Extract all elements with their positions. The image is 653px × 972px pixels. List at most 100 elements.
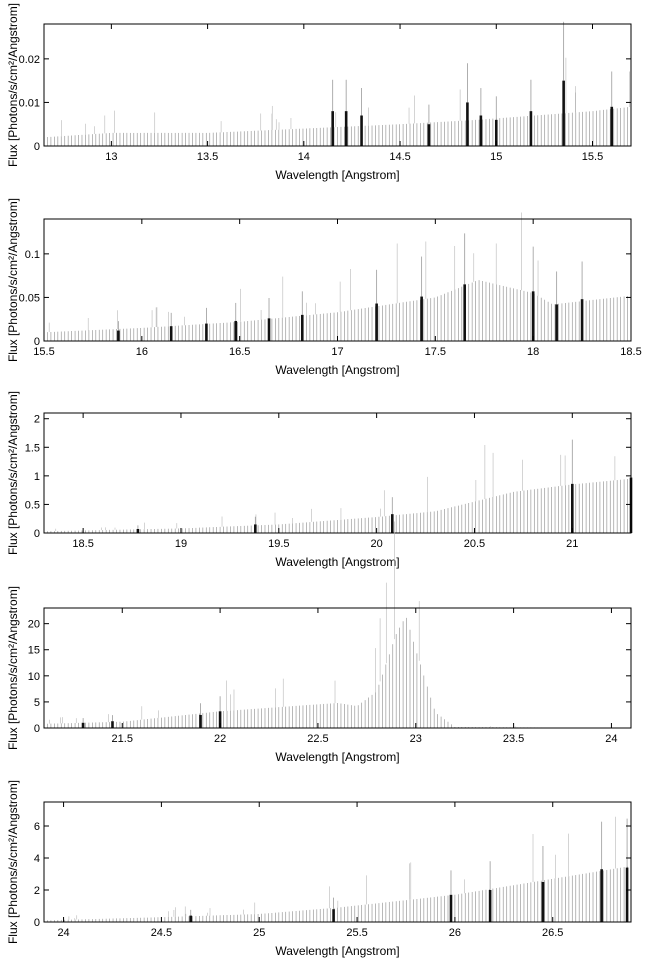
x-tick-label: 20.5 xyxy=(464,538,485,550)
data-bin xyxy=(300,314,304,341)
x-tick-label: 13 xyxy=(105,151,117,163)
x-tick-label: 14.5 xyxy=(389,151,410,163)
x-tick-label: 22 xyxy=(214,733,226,745)
y-tick-label: 15 xyxy=(28,645,40,657)
y-tick-label: 5 xyxy=(34,697,40,709)
data-bin xyxy=(267,318,271,341)
y-tick-label: 0.01 xyxy=(19,97,40,109)
plot-frame xyxy=(43,23,632,147)
y-tick-label: 10 xyxy=(28,671,40,683)
data-bin xyxy=(254,524,257,533)
x-tick-label: 19.5 xyxy=(268,538,289,550)
x-tick-label: 16.5 xyxy=(229,346,250,358)
y-tick-label: 2 xyxy=(34,885,40,897)
y-tick-label: 4 xyxy=(34,853,40,865)
y-tick-label: 0 xyxy=(34,336,40,348)
x-axis-label: Wavelength [Angstrom] xyxy=(275,363,399,377)
x-tick-label: 21.5 xyxy=(112,733,133,745)
data-bin xyxy=(169,326,173,341)
data-bin xyxy=(488,890,492,922)
x-tick-label: 16 xyxy=(136,346,148,358)
y-tick-label: 0.1 xyxy=(25,249,40,261)
data-bin xyxy=(390,514,394,533)
x-tick-label: 15.5 xyxy=(582,151,603,163)
data-bins xyxy=(136,427,633,533)
data-bin xyxy=(81,722,85,728)
data-bin xyxy=(600,869,603,922)
data-bin xyxy=(494,119,498,146)
data-bin xyxy=(234,320,238,341)
chart-panel-3: 18.5 19 19.5 20 20.5 21 0 0.5 1 1.5 2 Wavelength [A… xyxy=(6,391,633,569)
x-tick-label: 14 xyxy=(298,151,310,163)
data-bin xyxy=(360,115,363,146)
y-axis-label: Flux [Photons/s/cm²/Angstrom] xyxy=(6,780,20,944)
data-bin xyxy=(199,714,202,728)
y-tick-label: 1.5 xyxy=(25,442,40,454)
plot-frame xyxy=(43,412,632,534)
continuum-bars xyxy=(43,478,632,533)
x-tick-label: 25 xyxy=(253,927,265,939)
continuum-bars xyxy=(43,280,632,341)
y-tick-label: 20 xyxy=(28,619,40,631)
data-bin xyxy=(580,299,584,341)
error-whiskers xyxy=(48,212,539,333)
x-tick-label: 18.5 xyxy=(72,538,93,550)
data-bin xyxy=(571,483,574,533)
y-tick-label: 0 xyxy=(34,141,40,153)
y-axis-label: Flux [Photons/s/cm²/Angstrom] xyxy=(6,198,20,362)
x-tick-label: 15.5 xyxy=(33,346,54,358)
y-tick-label: 0.5 xyxy=(25,499,40,511)
data-bin xyxy=(427,124,431,146)
data-bin xyxy=(562,80,565,146)
data-bin xyxy=(117,330,120,341)
x-tick-label: 26 xyxy=(449,927,461,939)
x-tick-label: 17.5 xyxy=(425,346,446,358)
chart-panel-1: 13 13.5 14 14.5 15 15.5 0 0.01 0.02 Wavelength [A… xyxy=(6,3,632,182)
data-bin xyxy=(420,296,423,341)
y-tick-label: 0 xyxy=(34,723,40,735)
x-tick-label: 22.5 xyxy=(307,733,328,745)
plot-frame xyxy=(43,607,632,729)
data-bin xyxy=(529,111,533,146)
y-tick-label: 1 xyxy=(34,471,40,483)
data-bin xyxy=(541,882,545,922)
data-bin xyxy=(466,102,469,146)
data-bins xyxy=(189,818,629,922)
x-tick-label: 18 xyxy=(527,346,539,358)
y-axis-label: Flux [Photons/s/cm²/Angstrom] xyxy=(6,391,20,555)
data-bins xyxy=(331,21,614,146)
x-axis-label: Wavelength [Angstrom] xyxy=(275,750,399,764)
x-tick-label: 15 xyxy=(490,151,502,163)
y-tick-label: 0 xyxy=(34,528,40,540)
plot-frame xyxy=(43,801,632,923)
y-axis-label: Flux [Photons/s/cm²/Angstrom] xyxy=(6,586,20,750)
data-bin xyxy=(375,303,378,341)
x-tick-label: 18.5 xyxy=(620,346,641,358)
x-tick-label: 19 xyxy=(175,538,187,550)
error-whiskers xyxy=(49,521,595,728)
chart-panel-4: 21.5 22 22.5 23 23.5 24 0 5 10 15 20 Wavelength [An… xyxy=(6,521,632,764)
x-axis-label: Wavelength [Angstrom] xyxy=(275,944,399,958)
x-tick-label: 24.5 xyxy=(151,927,172,939)
data-bin xyxy=(218,711,222,728)
y-tick-label: 0 xyxy=(34,917,40,929)
x-tick-label: 23 xyxy=(410,733,422,745)
data-bins xyxy=(81,696,222,728)
data-bin xyxy=(136,529,140,533)
x-tick-label: 21 xyxy=(566,538,578,550)
x-tick-label: 25.5 xyxy=(346,927,367,939)
data-bin xyxy=(610,106,614,146)
y-tick-label: 0.02 xyxy=(19,54,40,66)
x-tick-label: 24 xyxy=(605,733,617,745)
data-bins xyxy=(117,233,584,341)
continuum-bars xyxy=(43,866,632,922)
x-tick-label: 23.5 xyxy=(503,733,524,745)
data-bin xyxy=(479,115,483,146)
y-tick-label: 2 xyxy=(34,414,40,426)
error-whiskers xyxy=(61,57,630,137)
data-bin xyxy=(205,323,208,341)
y-axis-label: Flux [Photons/s/cm²/Angstrom] xyxy=(6,3,20,167)
continuum-bars xyxy=(43,106,632,146)
data-bin xyxy=(463,284,466,341)
